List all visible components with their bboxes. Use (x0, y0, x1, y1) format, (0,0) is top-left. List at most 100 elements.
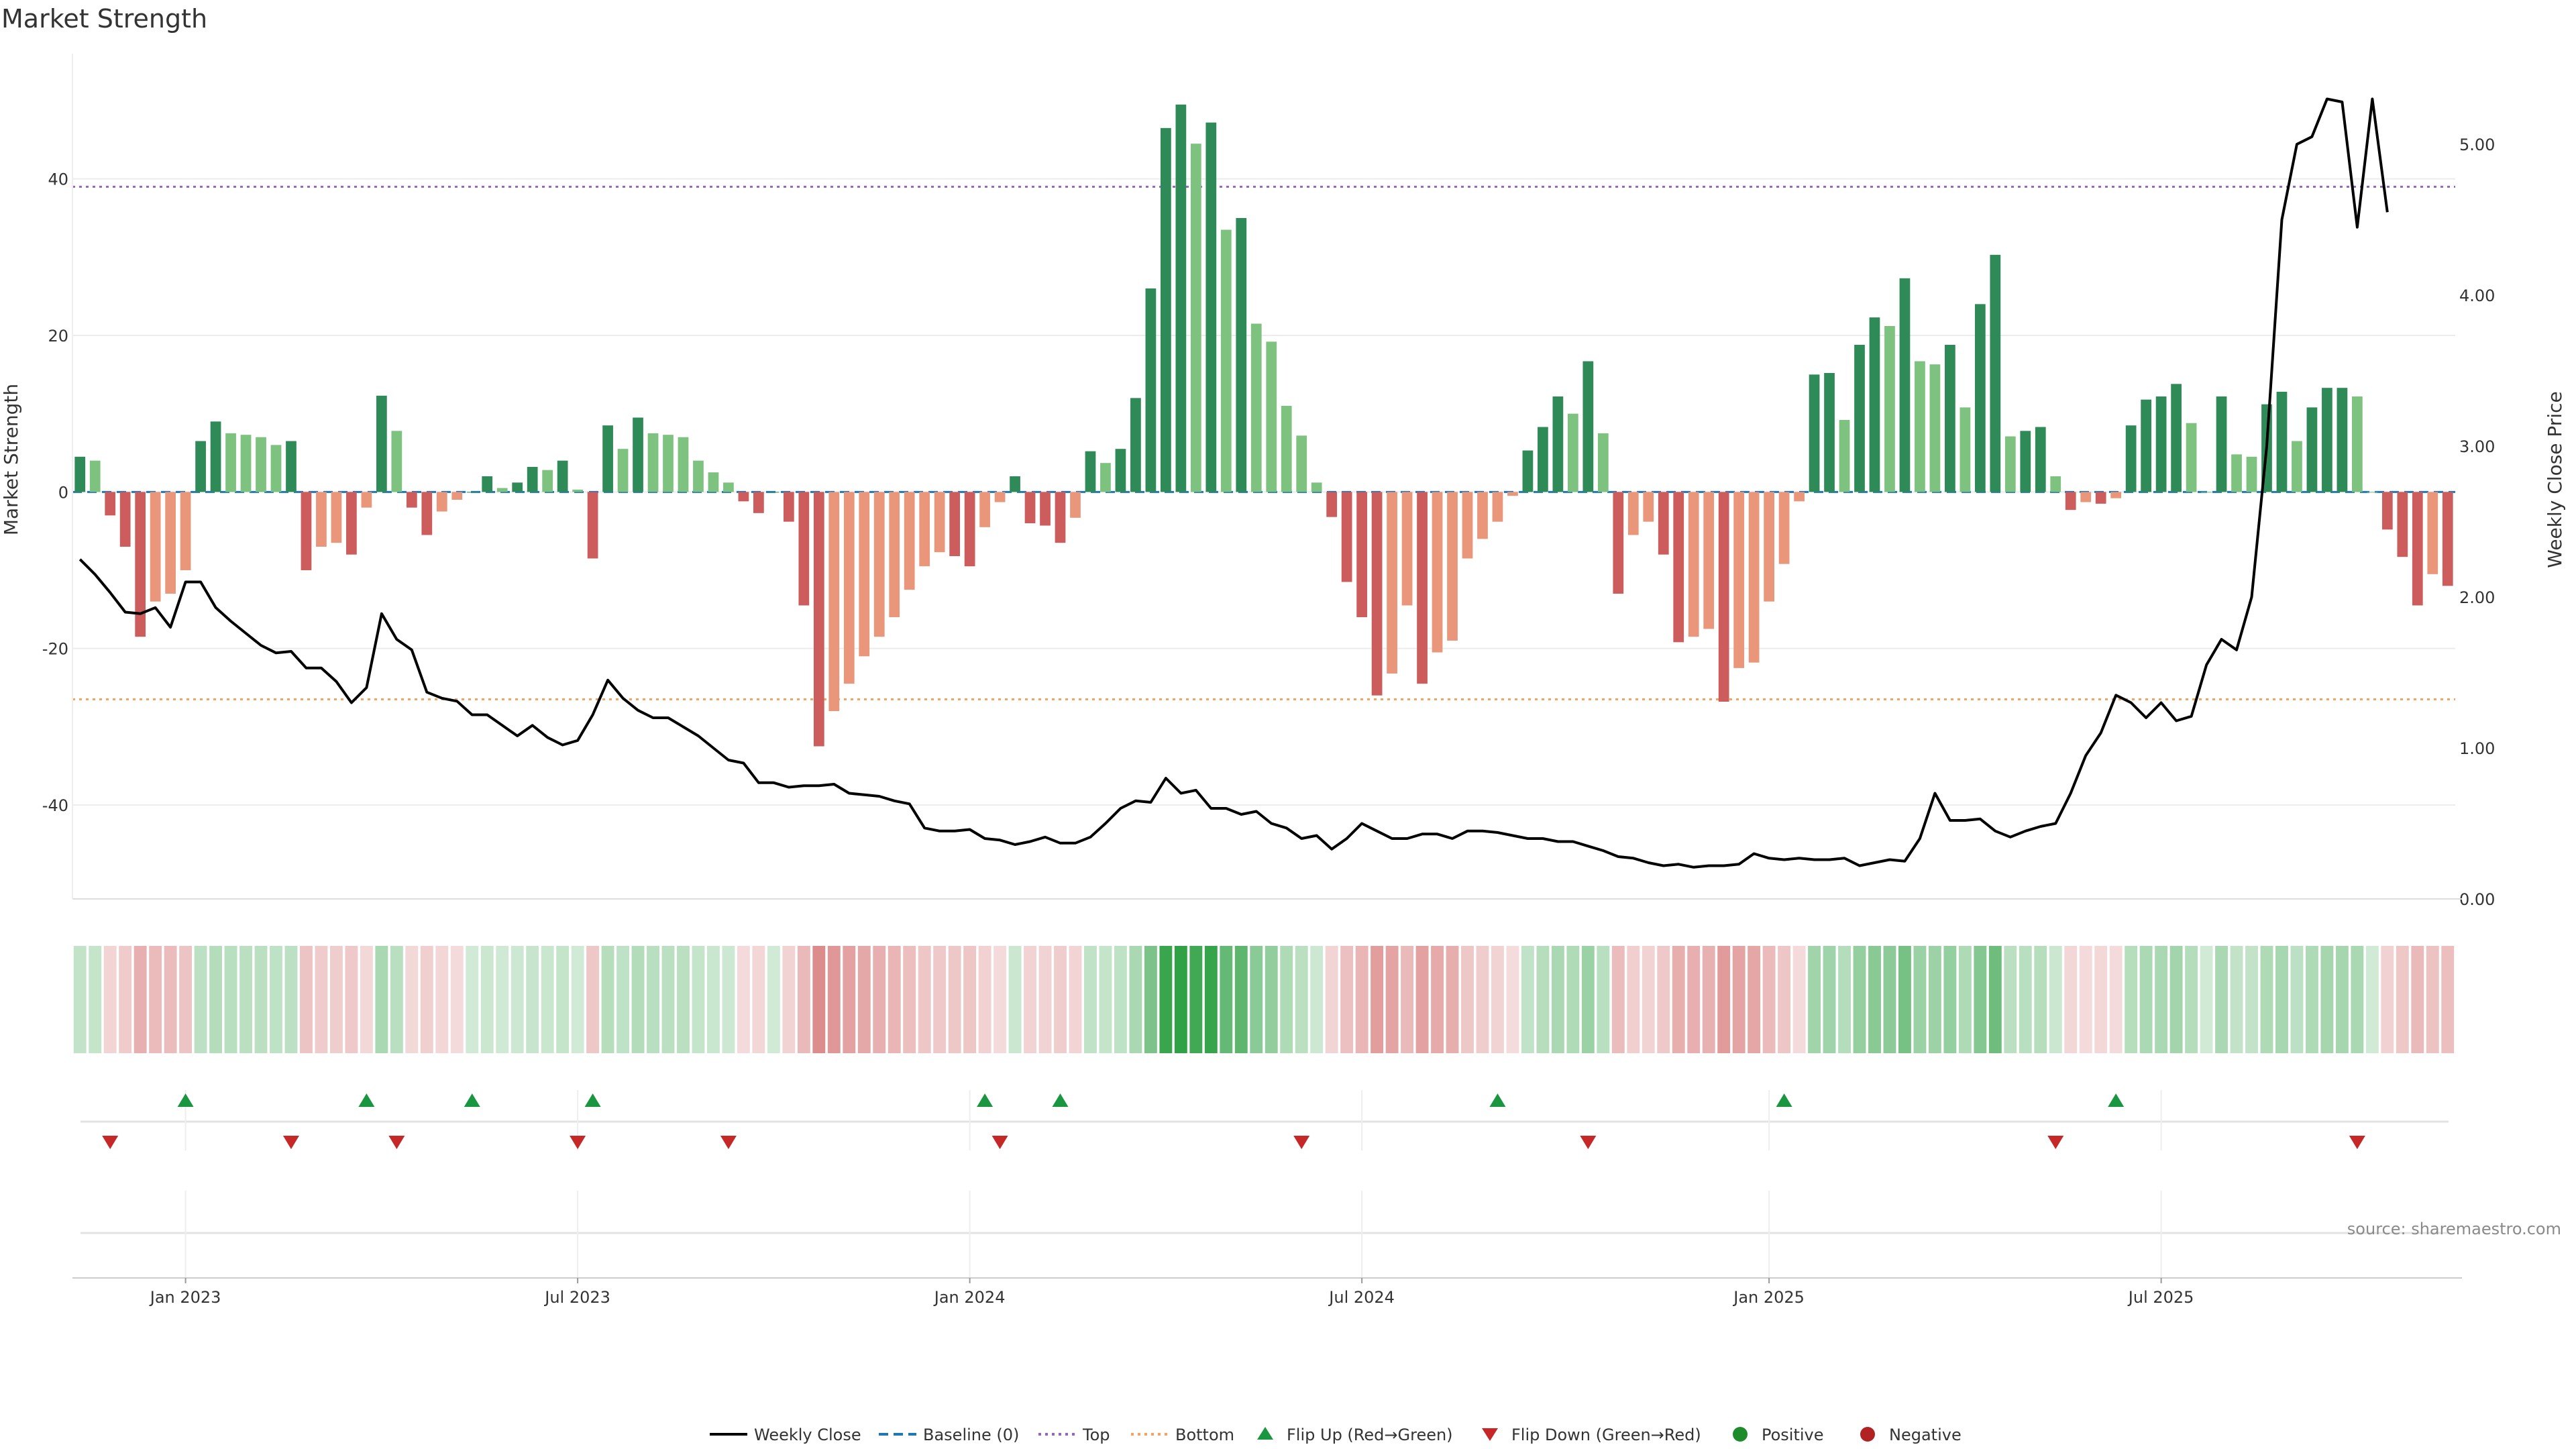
heat-cell (1868, 946, 1881, 1053)
flip-down-marker (991, 1136, 1008, 1149)
strength-bar (663, 435, 674, 492)
strength-bar (406, 492, 417, 508)
strength-bar (1567, 413, 1578, 492)
strength-bar (1929, 364, 1941, 492)
strength-bar (2322, 388, 2332, 492)
heat-cell (1295, 946, 1308, 1053)
heat-cell (1792, 946, 1806, 1053)
heat-cell (1642, 946, 1655, 1053)
strength-bar (2004, 436, 2016, 492)
heat-cell (1566, 946, 1580, 1053)
heat-cell (2215, 946, 2228, 1053)
y-left-tick-label: -20 (42, 640, 68, 659)
strength-bar (301, 492, 312, 570)
strength-bar (2186, 423, 2197, 492)
heat-cell (1521, 946, 1534, 1053)
strength-bar (135, 492, 146, 637)
heat-cell (2155, 946, 2168, 1053)
strength-bar (693, 460, 704, 492)
legend-flip-up-swatch (1257, 1427, 1273, 1440)
heat-cell (511, 946, 524, 1053)
strength-bar (165, 492, 176, 594)
heat-cell (1536, 946, 1550, 1053)
heat-cell (496, 946, 509, 1053)
strength-bar (1582, 361, 1594, 492)
heat-cell (1415, 946, 1429, 1053)
strength-bar (331, 492, 342, 543)
heat-cell (1672, 946, 1685, 1053)
y-axis-left-title: Market Strength (0, 384, 22, 535)
flip-down-marker (1293, 1136, 1310, 1149)
strength-bar (2141, 399, 2152, 492)
strength-bar (1899, 278, 1911, 492)
flip-down-marker (2047, 1136, 2064, 1149)
strength-bar (1161, 127, 1171, 492)
heat-cell (1174, 946, 1187, 1053)
strength-bar (1915, 361, 1925, 492)
heat-cell (1310, 946, 1324, 1053)
heat-cell (1974, 946, 1987, 1053)
strength-bar (2050, 476, 2061, 492)
heat-cell (284, 946, 298, 1053)
strength-bar (979, 492, 990, 527)
strength-bar (1703, 492, 1715, 629)
heat-cell (903, 946, 916, 1053)
heat-cell (857, 946, 871, 1053)
strength-bar (1462, 492, 1473, 559)
strength-bar (949, 492, 961, 556)
strength-bar (1778, 492, 1790, 564)
legend[interactable]: Weekly Close Baseline (0) Top Bottom Flip Up… (710, 1426, 1962, 1444)
strength-bar (1627, 492, 1639, 535)
heat-cell (73, 946, 87, 1053)
legend-label: Flip Up (Red→Green) (1287, 1426, 1453, 1444)
strength-bar (2125, 425, 2137, 492)
strength-bar (1447, 492, 1458, 641)
heat-cell (2200, 946, 2213, 1053)
heat-cell (571, 946, 584, 1053)
heat-cell (315, 946, 328, 1053)
heat-cell (2109, 946, 2123, 1053)
heat-cell (1189, 946, 1203, 1053)
heat-cell (948, 946, 961, 1053)
strength-bar (436, 492, 447, 512)
strength-bar (1205, 122, 1217, 492)
heat-cell (224, 946, 237, 1053)
flip-up-marker (977, 1093, 994, 1107)
strength-bar (1990, 254, 2001, 492)
strength-bar (994, 492, 1006, 502)
strength-bar (2110, 492, 2122, 498)
heat-cell (722, 946, 735, 1053)
axes-layer: 40 20 0 -20 -40 5.00 4.00 3.00 2.00 1.00 0.00 (42, 54, 2495, 909)
heat-cell (541, 946, 554, 1053)
heat-cell (2019, 946, 2032, 1053)
strength-bar (904, 492, 915, 590)
y-right-tick-label: 2.00 (2459, 588, 2495, 607)
y-right-tick-label: 1.00 (2459, 739, 2495, 758)
strength-bar (1432, 492, 1443, 653)
heat-cell (1038, 946, 1052, 1053)
legend-label: Positive (1762, 1426, 1824, 1444)
heat-cell (2139, 946, 2153, 1053)
heat-cell (164, 946, 177, 1053)
strength-bar (1718, 492, 1729, 702)
heat-cell (1551, 946, 1564, 1053)
strength-bar (225, 433, 236, 492)
strength-bar (1085, 451, 1096, 492)
strength-bar (316, 492, 327, 547)
strength-bar (1175, 104, 1187, 492)
strength-bar (1130, 398, 1141, 492)
heat-cell (1762, 946, 1776, 1053)
heat-cell (1008, 946, 1022, 1053)
strength-bar (2381, 492, 2393, 530)
heat-cell (1220, 946, 1233, 1053)
heat-cell (194, 946, 207, 1053)
strength-bar (1190, 144, 1201, 492)
heat-cell (1838, 946, 1851, 1053)
strength-bar (919, 492, 930, 567)
heat-cell (2411, 946, 2424, 1053)
x-axis: Jan 2023 Jul 2023 Jan 2024 Jul 2024 Jan 2025… (72, 1277, 2462, 1307)
strength-bar (1250, 323, 1262, 492)
heat-cell (2094, 946, 2108, 1053)
legend-label: Flip Down (Green→Red) (1511, 1426, 1701, 1444)
heat-cell (1144, 946, 1157, 1053)
